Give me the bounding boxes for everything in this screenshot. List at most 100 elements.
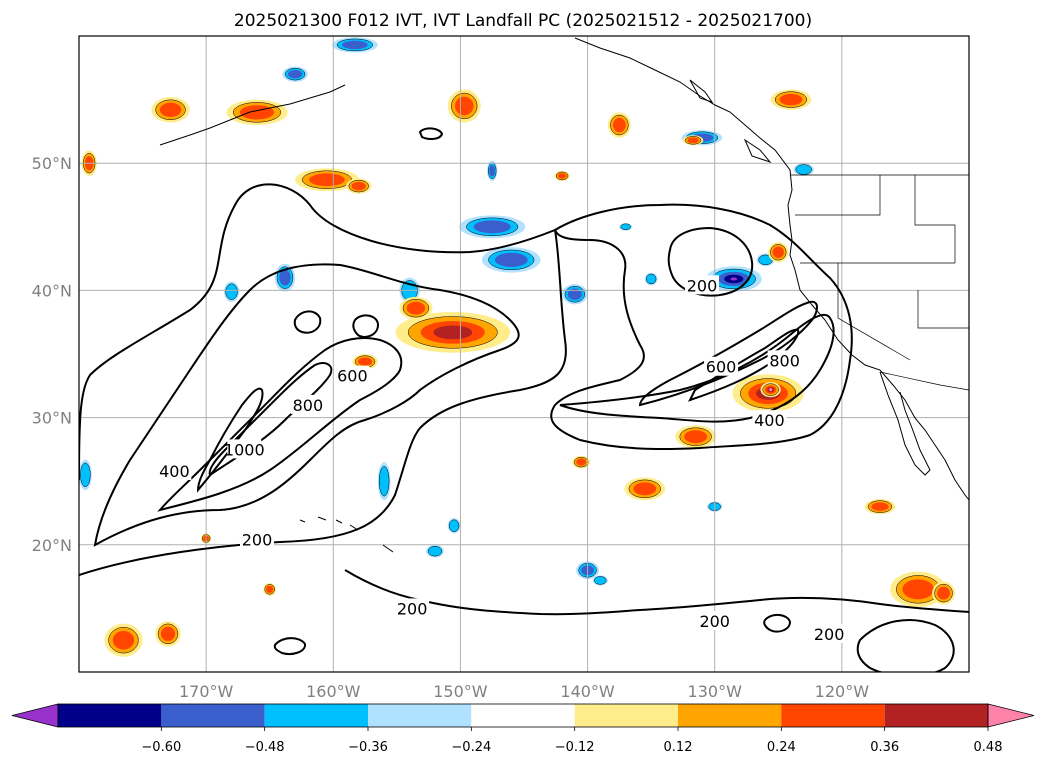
colorbar-tick-label: −0.60 — [141, 740, 181, 755]
coastlines — [159, 37, 969, 553]
colorbar-swatch — [574, 704, 678, 727]
colorbar-tick-label: −0.36 — [348, 740, 388, 755]
island-coastline-2 — [743, 138, 772, 164]
longitude-label: 140°W — [560, 682, 615, 701]
contour-label: 800 — [293, 396, 324, 415]
ivt-contour-small-4 — [418, 127, 444, 140]
contour-label: 200 — [687, 276, 718, 295]
colorbar-tick-label: −0.48 — [245, 740, 285, 755]
positive-pc-blob — [871, 502, 889, 511]
contour-label-background — [395, 598, 430, 618]
negative-pc-blob — [473, 220, 511, 234]
contour-label: 200 — [814, 625, 845, 644]
positive-pc-blob — [112, 630, 135, 650]
positive-pc-blob — [406, 301, 426, 315]
map-frame — [78, 35, 970, 673]
aleutian-chain — [159, 84, 346, 146]
map-background — [79, 36, 969, 672]
longitude-label: 120°W — [815, 682, 870, 701]
ivt-contour-400-east — [559, 313, 835, 423]
ivt-contour-400-west — [93, 263, 520, 547]
positive-pc-blob — [684, 430, 708, 444]
contour-label-background — [227, 439, 262, 459]
positive-pc-blob — [576, 458, 587, 466]
positive-pc-blob — [612, 117, 626, 133]
negative-pc-blob — [80, 462, 91, 487]
contour-label: 200 — [699, 612, 730, 631]
gridlines — [79, 36, 969, 672]
colorbar-swatch — [58, 704, 162, 727]
colorbar-tick-label: 0.48 — [974, 740, 1003, 755]
ivt-contour-200-south-loop — [856, 619, 955, 672]
ivt-contour-600-east — [638, 300, 818, 407]
ivt-contour-800-west — [208, 362, 333, 477]
longitude-labels: 170°W 160°W 150°W 140°W 130°W 120°W — [179, 682, 869, 701]
negative-pc-blob — [448, 519, 460, 532]
positive-pc-blob — [351, 181, 366, 191]
positive-pc-blob — [772, 246, 784, 258]
positive-pc-blob — [633, 482, 657, 496]
contour-label: 600 — [337, 367, 368, 386]
colorbar-tick-label: −0.12 — [555, 740, 595, 755]
negative-pc-blob — [620, 223, 631, 231]
latitude-label: 20°N — [32, 536, 72, 555]
latitude-label: 40°N — [32, 281, 72, 300]
colorbar-tick-label: 0.12 — [664, 740, 693, 755]
colorbar-swatches — [11, 703, 1035, 728]
contour-label-background — [290, 394, 325, 414]
ivt-contour-small-5 — [763, 614, 792, 633]
contour-label: 400 — [159, 462, 190, 481]
positive-pc-blob — [309, 173, 345, 187]
colorbar-under-arrow — [11, 703, 59, 728]
state-border-wa-or — [795, 175, 881, 216]
colorbar: −0.60 −0.48 −0.36 −0.24 −0.12 0.12 0.24 0.36 0.4… — [11, 703, 1035, 755]
state-border-ca-nv — [837, 263, 911, 361]
negative-pc-blob — [494, 252, 528, 267]
contour-label-background — [685, 275, 719, 295]
contour-label-background — [157, 461, 192, 481]
longitude-label: 130°W — [688, 682, 743, 701]
latitude-label: 50°N — [32, 154, 72, 173]
negative-pc-blob — [225, 283, 238, 300]
us-mexico-border — [879, 371, 969, 391]
negative-pc-blob — [288, 69, 303, 79]
island-coastline-1 — [689, 79, 714, 103]
negative-pc-blob — [567, 288, 582, 300]
contour-label-background — [812, 623, 847, 643]
figure-title: 2025021300 F012 IVT, IVT Landfall PC (20… — [234, 11, 812, 31]
colorbar-tick-label: −0.24 — [451, 740, 491, 755]
contour-label-background — [697, 611, 732, 631]
colorbar-over-arrow — [987, 703, 1035, 728]
negative-pc-blob — [378, 466, 390, 497]
contour-label: 400 — [754, 411, 785, 430]
positive-pc-blob — [266, 585, 274, 593]
positive-pc-blob — [557, 173, 567, 179]
positive-pc-blob — [357, 357, 373, 366]
contour-label: 1000 — [224, 440, 265, 459]
positive-pc-blob — [159, 102, 182, 117]
colorbar-swatch — [678, 704, 782, 727]
borders — [790, 174, 969, 391]
negative-pc-shading — [79, 37, 814, 586]
negative-pc-blob — [730, 277, 738, 281]
contour-label: 800 — [769, 351, 800, 370]
negative-pc-blob — [795, 164, 812, 175]
ivt-contour-small-2 — [352, 314, 380, 338]
positive-pc-blob — [160, 626, 176, 641]
hawaiian-islands — [299, 516, 394, 553]
ivt-contour-small-1 — [293, 310, 322, 334]
contour-label-background — [240, 529, 274, 549]
negative-pc-blob — [594, 576, 607, 585]
colorbar-tick-labels: −0.60 −0.48 −0.36 −0.24 −0.12 0.12 0.24 0.36 0.4… — [141, 727, 1003, 755]
contour-label-background — [335, 365, 370, 385]
positive-pc-blob — [937, 586, 950, 600]
state-border-nv-az — [917, 290, 969, 329]
latitude-labels: 50°N 40°N 30°N 20°N — [32, 154, 72, 555]
negative-pc-blob — [342, 40, 368, 50]
colorbar-swatch — [368, 704, 472, 727]
colorbar-swatch — [161, 704, 265, 727]
positive-pc-blob — [239, 105, 275, 120]
negative-pc-blob — [489, 165, 496, 177]
negative-pc-blob — [645, 273, 657, 285]
